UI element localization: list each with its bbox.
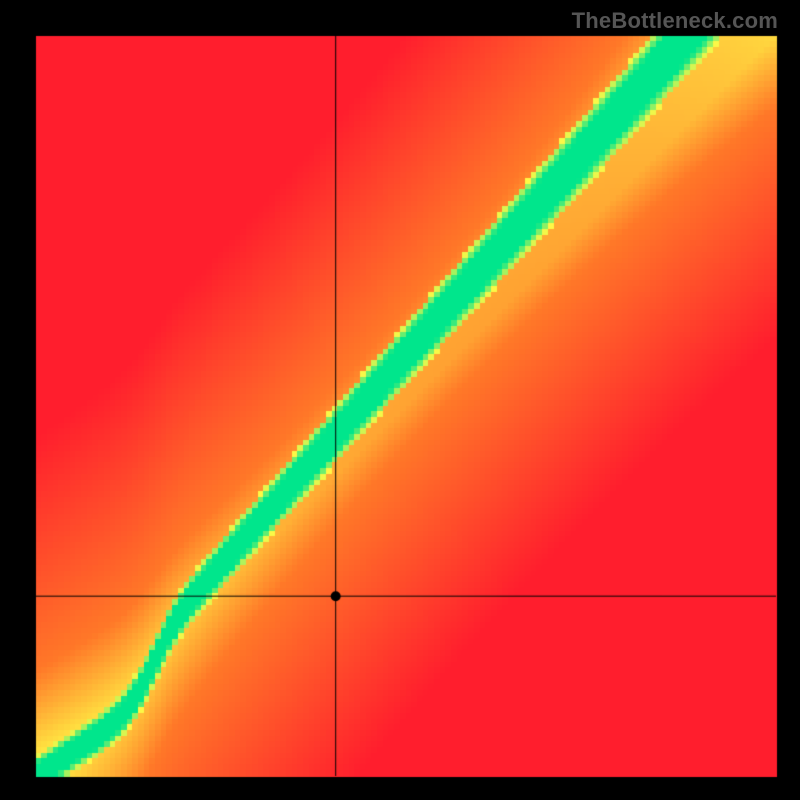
heatmap-canvas: [0, 0, 800, 800]
chart-container: TheBottleneck.com: [0, 0, 800, 800]
watermark-text: TheBottleneck.com: [572, 8, 778, 34]
